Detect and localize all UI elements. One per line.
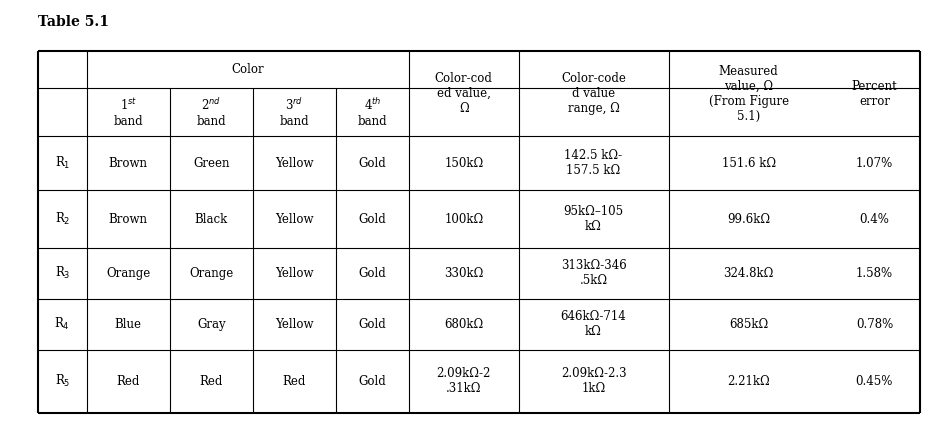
Text: Orange: Orange: [189, 267, 233, 280]
Text: Yellow: Yellow: [275, 267, 313, 280]
Text: Yellow: Yellow: [275, 157, 313, 170]
Text: Color: Color: [231, 63, 264, 76]
Text: 142.5 kΩ-
157.5 kΩ: 142.5 kΩ- 157.5 kΩ: [564, 149, 622, 177]
Text: Brown: Brown: [109, 157, 147, 170]
Text: Gold: Gold: [359, 157, 386, 170]
Text: 99.6kΩ: 99.6kΩ: [726, 213, 769, 225]
Text: 151.6 kΩ: 151.6 kΩ: [721, 157, 775, 170]
Text: 685kΩ: 685kΩ: [728, 318, 767, 331]
Text: 330kΩ: 330kΩ: [444, 267, 483, 280]
Text: 313kΩ-346
.5kΩ: 313kΩ-346 .5kΩ: [560, 259, 626, 287]
Text: 150kΩ: 150kΩ: [444, 157, 483, 170]
Text: Green: Green: [193, 157, 229, 170]
Text: 2.09kΩ-2.3
1kΩ: 2.09kΩ-2.3 1kΩ: [560, 367, 626, 396]
Text: 0.45%: 0.45%: [854, 375, 892, 388]
Text: R$_4$: R$_4$: [55, 316, 70, 333]
Text: Red: Red: [282, 375, 306, 388]
Text: Measured
value, Ω
(From Figure
5.1): Measured value, Ω (From Figure 5.1): [708, 65, 788, 123]
Text: Gray: Gray: [197, 318, 226, 331]
Text: Color-cod
ed value,
Ω: Color-cod ed value, Ω: [434, 72, 492, 115]
Text: Gold: Gold: [359, 267, 386, 280]
Text: 646kΩ-714
kΩ: 646kΩ-714 kΩ: [560, 310, 626, 338]
Text: 2$^{nd}$
band: 2$^{nd}$ band: [196, 97, 226, 128]
Text: Red: Red: [199, 375, 223, 388]
Text: Yellow: Yellow: [275, 318, 313, 331]
Text: R$_5$: R$_5$: [55, 374, 70, 389]
Text: 2.21kΩ: 2.21kΩ: [727, 375, 769, 388]
Text: Orange: Orange: [106, 267, 150, 280]
Text: Yellow: Yellow: [275, 213, 313, 225]
Text: 4$^{th}$
band: 4$^{th}$ band: [358, 97, 387, 128]
Text: 0.78%: 0.78%: [855, 318, 892, 331]
Text: 1.58%: 1.58%: [855, 267, 892, 280]
Text: 1$^{st}$
band: 1$^{st}$ band: [113, 97, 143, 127]
Text: 0.4%: 0.4%: [858, 213, 888, 225]
Text: Color-code
d value
range, Ω: Color-code d value range, Ω: [561, 72, 625, 115]
Text: R$_1$: R$_1$: [55, 155, 70, 172]
Text: Percent
error: Percent error: [851, 80, 896, 108]
Text: Gold: Gold: [359, 375, 386, 388]
Text: 680kΩ: 680kΩ: [444, 318, 483, 331]
Text: R$_2$: R$_2$: [55, 211, 70, 227]
Text: Black: Black: [194, 213, 228, 225]
Text: 2.09kΩ-2
.31kΩ: 2.09kΩ-2 .31kΩ: [436, 367, 491, 396]
Text: R$_3$: R$_3$: [55, 265, 70, 281]
Text: Table 5.1: Table 5.1: [38, 15, 109, 29]
Text: 1.07%: 1.07%: [855, 157, 892, 170]
Text: 3$^{rd}$
band: 3$^{rd}$ band: [279, 97, 309, 128]
Text: Gold: Gold: [359, 318, 386, 331]
Text: Gold: Gold: [359, 213, 386, 225]
Text: 324.8kΩ: 324.8kΩ: [723, 267, 773, 280]
Text: 100kΩ: 100kΩ: [444, 213, 483, 225]
Text: 95kΩ–105
kΩ: 95kΩ–105 kΩ: [563, 205, 623, 233]
Text: Blue: Blue: [114, 318, 142, 331]
Text: Brown: Brown: [109, 213, 147, 225]
Text: Red: Red: [116, 375, 140, 388]
